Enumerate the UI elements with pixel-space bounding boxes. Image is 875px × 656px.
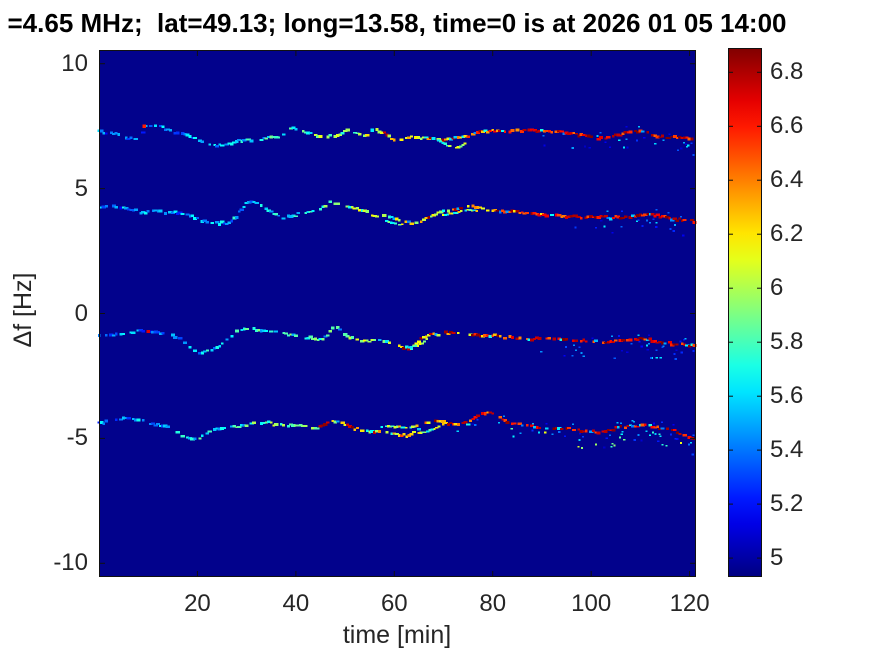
colorbar-tick-label: 5.4 (770, 436, 804, 464)
colorbar-tick-label: 6.4 (770, 166, 804, 194)
doppler-trace-1 (97, 124, 695, 156)
x-tick-label: 20 (184, 590, 211, 617)
colorbar-tick-label: 6 (770, 274, 784, 302)
doppler-trace-4 (97, 411, 696, 456)
colorbar-tick-label: 5.2 (770, 490, 804, 518)
colorbar-tick-label: 6.8 (770, 58, 804, 86)
colorbar-tick-label: 5.6 (770, 382, 804, 410)
y-tick-label: -10 (53, 549, 88, 577)
colorbar (728, 48, 762, 577)
doppler-trace-2 (99, 200, 697, 237)
plot-area (99, 50, 696, 577)
plot-title: =4.65 MHz; lat=49.13; long=13.58, time=0… (7, 8, 787, 38)
y-tick-label: 5 (74, 174, 88, 202)
colorbar-tick-label: 5 (770, 544, 784, 572)
x-tick-label: 120 (669, 590, 710, 617)
x-axis-label: time [min] (342, 621, 452, 649)
axes-box (99, 50, 696, 577)
x-tick-label: 60 (380, 590, 408, 617)
colorbar-tick-label: 6.2 (770, 220, 804, 248)
colorbar-tick-label: 5.8 (770, 328, 804, 356)
x-tick-label: 40 (282, 590, 310, 617)
y-tick-label: 10 (61, 49, 88, 77)
y-tick-label: 0 (74, 299, 88, 327)
colorbar-tick-label: 6.6 (770, 112, 804, 140)
doppler-trace-3 (97, 326, 697, 360)
x-tick-label: 100 (571, 590, 612, 617)
y-tick-label: -5 (66, 424, 88, 452)
x-tick-label: 80 (479, 590, 507, 617)
colorbar-ticks (728, 48, 762, 577)
